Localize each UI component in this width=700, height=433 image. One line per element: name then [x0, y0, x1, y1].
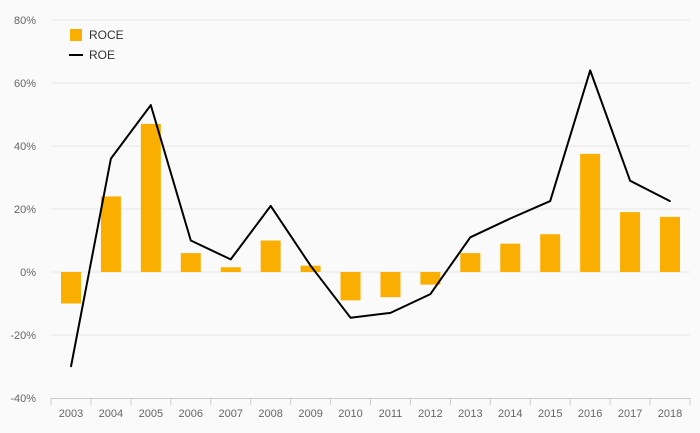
- y-tick-label: 60%: [14, 78, 36, 90]
- x-tick-label: 2013: [458, 408, 482, 420]
- roce-bar-2003: [60, 272, 81, 304]
- roce-bars: [60, 123, 681, 304]
- roce-bar-2009: [300, 265, 321, 272]
- roe-line-group: [70, 69, 671, 368]
- y-tick-label: -20%: [10, 330, 36, 342]
- roe-point-2013: [469, 236, 472, 239]
- roce-bar-2011: [380, 272, 401, 298]
- roce-bar-2010: [340, 272, 361, 301]
- x-tick-label: 2017: [618, 408, 642, 420]
- x-tick-label: 2006: [179, 408, 203, 420]
- x-tick-label: 2011: [379, 408, 403, 420]
- y-tick-label: 80%: [14, 15, 36, 27]
- roe-point-2018: [669, 200, 671, 202]
- roce-bar-2007: [220, 267, 241, 272]
- x-axis: 2003 2004 2005 2006 2007 2008 2009 2010 2011 2012…: [50, 398, 691, 420]
- x-tick-label: 2003: [59, 408, 83, 420]
- roe-point-2010: [349, 316, 352, 319]
- roe-point-2005: [150, 104, 152, 106]
- legend-label-roce: ROCE: [89, 28, 124, 42]
- x-tick-label: 2014: [498, 408, 522, 420]
- x-tick-label: 2008: [258, 408, 282, 420]
- roe-point-2003: [70, 365, 72, 368]
- y-tick-label: 40%: [14, 141, 36, 153]
- x-tick-label: 2004: [99, 408, 123, 420]
- y-tick-label: 0%: [20, 267, 36, 279]
- y-tick-label: -40%: [10, 393, 36, 405]
- roe-point-2006: [189, 239, 192, 242]
- y-axis: -40% -20% 0% 20% 40% 60% 80%: [10, 15, 36, 405]
- x-tick-label: 2005: [139, 408, 163, 420]
- roce-bar-2004: [100, 196, 121, 272]
- x-tick-label: 2007: [218, 408, 242, 420]
- x-tick-label: 2015: [538, 408, 562, 420]
- roe-point-2009: [309, 264, 312, 267]
- legend-swatch-roce: [70, 29, 82, 41]
- y-tick-label: 20%: [14, 204, 36, 216]
- x-tick-label: 2018: [658, 408, 682, 420]
- roe-point-2016: [589, 69, 591, 72]
- x-tick-label: 2009: [298, 408, 322, 420]
- legend-label-roe: ROE: [89, 48, 115, 62]
- x-tick-label: 2010: [338, 408, 362, 420]
- roe-point-2004: [110, 157, 112, 160]
- roce-bar-2013: [460, 253, 481, 272]
- roce-bar-2005: [140, 123, 161, 272]
- roe-line: [70, 69, 671, 367]
- roe-point-2014: [509, 217, 512, 220]
- legend: ROCE ROE: [69, 28, 124, 62]
- roe-point-2015: [549, 200, 552, 202]
- x-tick-label: 2016: [578, 408, 602, 420]
- x-tick-label: 2012: [418, 408, 442, 420]
- roce-bar-2014: [500, 243, 521, 272]
- roce-bar-2006: [180, 253, 201, 272]
- roce-bar-2012: [420, 272, 441, 285]
- roe-point-2012: [429, 293, 432, 295]
- roe-point-2008: [269, 205, 272, 207]
- roce-bar-2015: [540, 234, 561, 272]
- roce-bar-2008: [260, 240, 281, 272]
- roce-bar-2017: [620, 212, 641, 272]
- roce-bar-2018: [660, 216, 681, 272]
- roe-point-2017: [629, 179, 631, 182]
- roe-point-2011: [389, 312, 392, 314]
- roe-point-2007: [229, 258, 232, 261]
- roce-bar-2016: [580, 153, 601, 272]
